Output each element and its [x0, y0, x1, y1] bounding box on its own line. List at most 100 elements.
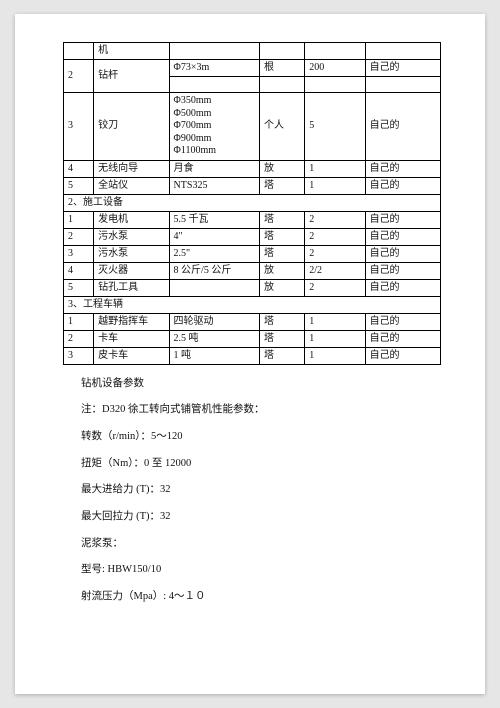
table-row: 4 无线向导 月食 放 1 自己的 — [64, 160, 441, 177]
paragraph: 泥浆泵： — [81, 537, 441, 552]
cell: 3 — [64, 93, 94, 161]
cell: NTS325 — [169, 177, 259, 194]
cell — [260, 43, 305, 60]
cell: 塔 — [260, 211, 305, 228]
cell: 自己的 — [365, 160, 440, 177]
cell: 灭火器 — [94, 262, 169, 279]
cell: 1 — [305, 347, 365, 364]
cell: 放 — [260, 279, 305, 296]
cell: 塔 — [260, 245, 305, 262]
cell: 1 — [64, 313, 94, 330]
paragraph: 型号: HBW150/10 — [81, 563, 441, 578]
cell: 1 吨 — [169, 347, 259, 364]
cell: 8 公斤/5 公斤 — [169, 262, 259, 279]
cell: 放 — [260, 160, 305, 177]
table-row: 1 越野指挥车 四轮驱动 塔 1 自己的 — [64, 313, 441, 330]
table-row: 1 发电机 5.5 千瓦 塔 2 自己的 — [64, 211, 441, 228]
cell: 3 — [64, 245, 94, 262]
section-row: 2、施工设备 — [64, 194, 441, 211]
cell: 5 — [64, 279, 94, 296]
cell: 越野指挥车 — [94, 313, 169, 330]
cell: 2 — [305, 228, 365, 245]
cell — [169, 279, 259, 296]
cell: 塔 — [260, 177, 305, 194]
cell: 个人 — [260, 93, 305, 161]
table-row: 5 全站仪 NTS325 塔 1 自己的 — [64, 177, 441, 194]
equipment-table: 机 2 钻杆 Φ73×3m 根 200 自己的 3 — [63, 42, 441, 365]
cell: Φ350mm Φ500mm Φ700mm Φ900mm Φ1100mm — [169, 93, 259, 161]
cell: 2/2 — [305, 262, 365, 279]
cell: 塔 — [260, 313, 305, 330]
paragraph: 扭矩（Nm）：0 至 12000 — [81, 457, 441, 472]
cell: 塔 — [260, 228, 305, 245]
cell: 塔 — [260, 347, 305, 364]
cell: 1 — [305, 330, 365, 347]
cell: 月食 — [169, 160, 259, 177]
cell: 钻孔工具 — [94, 279, 169, 296]
cell: 自己的 — [365, 60, 440, 77]
table-row: 3 皮卡车 1 吨 塔 1 自己的 — [64, 347, 441, 364]
paragraph: 钻机设备参数 — [81, 377, 441, 392]
paragraph: 最大回拉力 (T)：32 — [81, 510, 441, 525]
cell: 自己的 — [365, 313, 440, 330]
cell: 4 — [64, 160, 94, 177]
cell: 自己的 — [365, 245, 440, 262]
table-row: 2 钻杆 Φ73×3m 根 200 自己的 — [64, 60, 441, 77]
document-page: 机 2 钻杆 Φ73×3m 根 200 自己的 3 — [15, 14, 485, 694]
cell: 卡车 — [94, 330, 169, 347]
cell: 铰刀 — [94, 93, 169, 161]
cell: 1 — [305, 160, 365, 177]
cell: 4" — [169, 228, 259, 245]
cell: 1 — [305, 313, 365, 330]
cell: 自己的 — [365, 330, 440, 347]
cell: 发电机 — [94, 211, 169, 228]
cell: 200 — [305, 60, 365, 77]
cell: 皮卡车 — [94, 347, 169, 364]
cell: 2 — [64, 60, 94, 93]
cell: 2 — [305, 245, 365, 262]
spec-line: Φ900mm — [174, 133, 255, 146]
cell: 5.5 千瓦 — [169, 211, 259, 228]
spec-line: Φ700mm — [174, 120, 255, 133]
cell: 自己的 — [365, 177, 440, 194]
cell — [169, 43, 259, 60]
cell: 根 — [260, 60, 305, 77]
cell: 四轮驱动 — [169, 313, 259, 330]
cell: 钻杆 — [94, 60, 169, 93]
section-cell: 2、施工设备 — [64, 194, 441, 211]
paragraph: 转数（r/min）：5～120 — [81, 430, 441, 445]
table-row: 5 钻孔工具 放 2 自己的 — [64, 279, 441, 296]
table-row: 3 污水泵 2.5" 塔 2 自己的 — [64, 245, 441, 262]
cell: 2 — [64, 228, 94, 245]
cell: 1 — [305, 177, 365, 194]
cell — [305, 43, 365, 60]
table-row: 4 灭火器 8 公斤/5 公斤 放 2/2 自己的 — [64, 262, 441, 279]
cell: 2 — [305, 211, 365, 228]
cell: 污水泵 — [94, 245, 169, 262]
cell: 3 — [64, 347, 94, 364]
cell: 自己的 — [365, 347, 440, 364]
spec-line: Φ500mm — [174, 108, 255, 121]
cell — [305, 77, 365, 93]
cell — [169, 77, 259, 93]
cell: 2 — [305, 279, 365, 296]
cell: 自己的 — [365, 211, 440, 228]
cell — [365, 43, 440, 60]
table-row: 机 — [64, 43, 441, 60]
table-row: 2 污水泵 4" 塔 2 自己的 — [64, 228, 441, 245]
cell: 无线向导 — [94, 160, 169, 177]
section-row: 3、工程车辆 — [64, 296, 441, 313]
cell: 2 — [64, 330, 94, 347]
cell: 机 — [94, 43, 169, 60]
cell: 塔 — [260, 330, 305, 347]
cell: 1 — [64, 211, 94, 228]
body-text: 钻机设备参数 注：D320 徐工转向式铺管机性能参数： 转数（r/min）：5～… — [63, 377, 441, 605]
paragraph: 注：D320 徐工转向式铺管机性能参数： — [81, 403, 441, 418]
cell: 放 — [260, 262, 305, 279]
table-row: 3 铰刀 Φ350mm Φ500mm Φ700mm Φ900mm Φ1100mm… — [64, 93, 441, 161]
cell: 自己的 — [365, 279, 440, 296]
cell — [260, 77, 305, 93]
cell: 4 — [64, 262, 94, 279]
spec-line: Φ1100mm — [174, 145, 255, 158]
cell: Φ73×3m — [169, 60, 259, 77]
